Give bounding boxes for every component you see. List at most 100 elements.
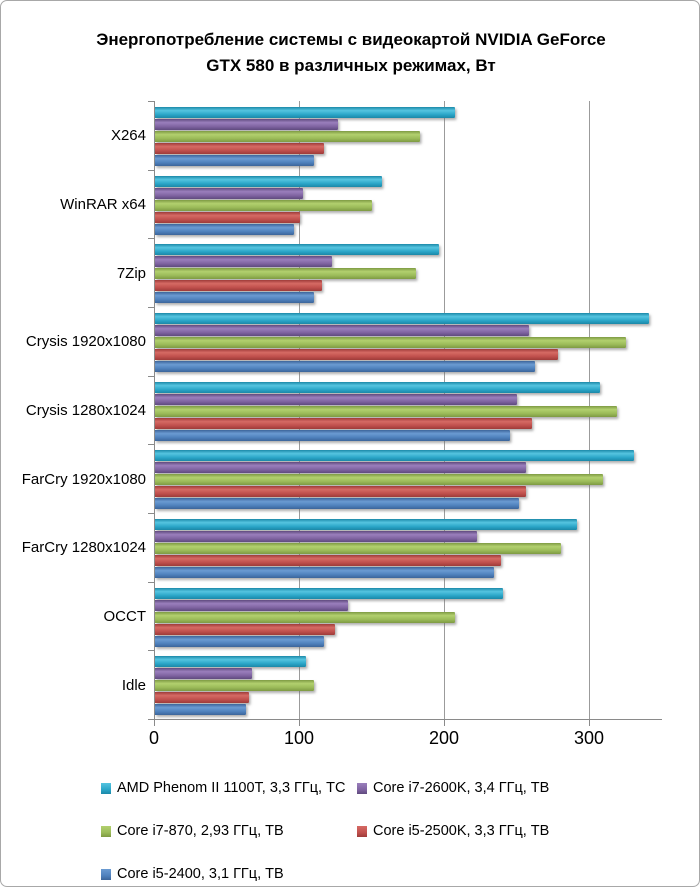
category-band: [154, 238, 661, 307]
y-axis-tick: [148, 307, 154, 308]
x-tick-label: 0: [148, 728, 159, 748]
bar: [155, 462, 526, 474]
category-band: [154, 444, 661, 513]
bar: [155, 131, 420, 142]
bar: [155, 175, 382, 187]
bar: [155, 587, 503, 599]
category-band: [154, 582, 661, 651]
category-band: [154, 513, 661, 582]
bar: [155, 143, 324, 154]
chart-title: Энергопотребление системы с видеокартой …: [1, 27, 699, 79]
bar: [155, 107, 455, 118]
bar: [155, 555, 501, 566]
y-axis-tick: [148, 444, 154, 445]
bar: [155, 405, 617, 417]
category-label: X264: [110, 127, 146, 144]
bar: [155, 567, 494, 578]
legend-swatch-icon: [357, 825, 367, 837]
x-tick-label: 100: [283, 728, 315, 748]
legend-item: AMD Phenom II 1100T, 3,3 ГГц, ТС: [101, 780, 345, 796]
bar: [155, 543, 561, 554]
legend-label: AMD Phenom II 1100T, 3,3 ГГц, ТС: [117, 780, 346, 796]
category-label: FarCry 1280x1024: [21, 539, 146, 556]
bar: [155, 692, 249, 704]
legend-item: Core i7-2600K, 3,4 ГГц, ТВ: [357, 780, 549, 796]
y-axis-tick: [148, 101, 154, 102]
y-axis-tick: [148, 238, 154, 239]
y-axis-tick: [148, 170, 154, 171]
category-band: [154, 101, 661, 170]
chart-title-line-2: GTX 580 в различных режимах, Вт: [206, 56, 496, 75]
legend-swatch-icon: [101, 782, 111, 794]
bar: [155, 531, 477, 542]
x-axis-tick: [589, 720, 590, 726]
category-label: Crysis 1920x1080: [25, 333, 146, 350]
bar: [155, 325, 529, 336]
legend-label: Core i5-2500K, 3,3 ГГц, ТВ: [373, 823, 550, 839]
bar: [155, 244, 439, 256]
y-axis-tick: [148, 513, 154, 514]
bar: [155, 498, 519, 510]
legend-label: Core i7-870, 2,93 ГГц, ТВ: [117, 823, 284, 839]
bar: [155, 656, 306, 668]
bar: [155, 199, 372, 211]
bar: [155, 623, 335, 635]
bar: [155, 381, 600, 393]
bar: [155, 223, 294, 235]
legend-item: Core i7-870, 2,93 ГГц, ТВ: [101, 823, 284, 839]
bar: [155, 187, 303, 199]
legend-label: Core i5-2400, 3,1 ГГц, ТВ: [117, 866, 284, 882]
bar: [155, 337, 626, 348]
bar: [155, 280, 322, 292]
bar: [155, 211, 300, 223]
bar: [155, 704, 246, 716]
bar: [155, 268, 416, 280]
category-band: [154, 376, 661, 445]
bar: [155, 611, 455, 623]
bar: [155, 417, 532, 429]
bar: [155, 429, 510, 441]
bar: [155, 680, 314, 692]
y-axis-line: [154, 101, 155, 719]
bar: [155, 349, 558, 360]
x-axis-tick: [154, 720, 155, 726]
y-axis-tick: [148, 719, 154, 720]
y-axis-tick: [148, 376, 154, 377]
legend-swatch-icon: [101, 868, 111, 880]
plot-area: [154, 101, 661, 719]
bar: [155, 313, 649, 324]
bar: [155, 450, 634, 462]
x-axis-tick: [299, 720, 300, 726]
x-tick-label: 200: [428, 728, 460, 748]
category-label: Crysis 1280x1024: [25, 402, 146, 419]
chart-title-line-1: Энергопотребление системы с видеокартой …: [96, 30, 606, 49]
x-axis-line: [148, 719, 662, 720]
x-tick-label: 300: [573, 728, 605, 748]
y-axis-tick: [148, 650, 154, 651]
bar: [155, 361, 535, 372]
category-label: FarCry 1920x1080: [21, 471, 146, 488]
bar: [155, 668, 252, 680]
y-axis-tick: [148, 582, 154, 583]
bar: [155, 635, 324, 647]
category-band: [154, 307, 661, 376]
bar: [155, 486, 526, 498]
legend-swatch-icon: [357, 782, 367, 794]
category-band: [154, 650, 661, 719]
bar: [155, 292, 314, 304]
bar: [155, 474, 603, 486]
bar: [155, 256, 332, 268]
bar: [155, 599, 348, 611]
bar: [155, 119, 338, 130]
legend-item: Core i5-2500K, 3,3 ГГц, ТВ: [357, 823, 549, 839]
category-label: Idle: [121, 677, 146, 694]
category-label: WinRAR x64: [60, 196, 146, 213]
legend-item: Core i5-2400, 3,1 ГГц, ТВ: [101, 866, 284, 882]
category-band: [154, 170, 661, 239]
x-axis-tick: [444, 720, 445, 726]
category-label: OCCT: [103, 608, 147, 625]
bar: [155, 393, 517, 405]
bar: [155, 155, 314, 166]
category-label: 7Zip: [116, 265, 146, 282]
